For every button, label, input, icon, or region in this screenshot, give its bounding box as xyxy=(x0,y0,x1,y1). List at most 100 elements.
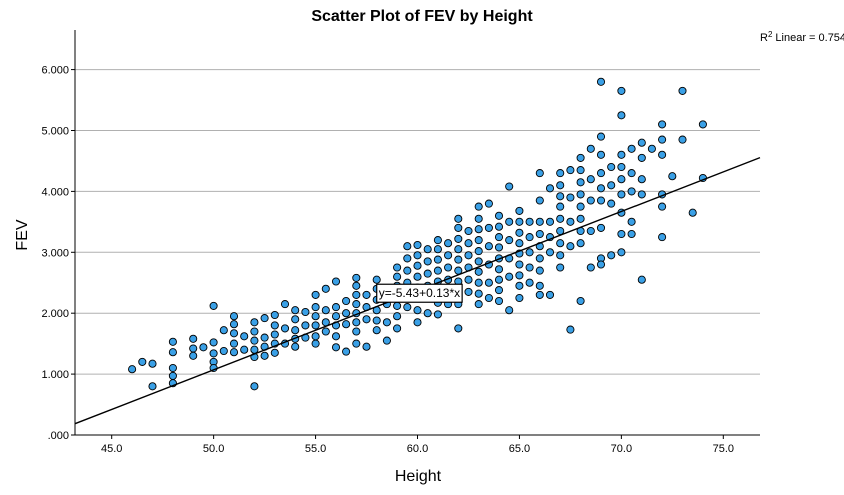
data-point xyxy=(454,223,463,232)
data-point xyxy=(566,325,575,334)
data-point xyxy=(342,296,351,306)
data-point xyxy=(403,242,412,251)
data-point xyxy=(229,312,239,321)
data-point xyxy=(596,150,606,159)
data-point xyxy=(688,208,697,217)
data-point xyxy=(556,181,565,190)
x-axis: 45.0 50.0 55.0 60.0 65.0 70.0 75.0 xyxy=(75,434,760,455)
data-point xyxy=(556,263,565,272)
data-point xyxy=(586,226,595,236)
data-point xyxy=(321,327,330,336)
x-tick-label: 65.0 xyxy=(509,443,530,455)
chart-title: Scatter Plot of FEV by Height xyxy=(311,8,533,25)
data-point xyxy=(260,351,269,360)
data-point xyxy=(525,248,534,257)
data-point xyxy=(535,281,544,290)
data-point xyxy=(413,272,422,281)
data-point xyxy=(413,261,422,270)
data-point xyxy=(647,144,656,153)
y-tick-label: .000 xyxy=(48,430,69,442)
data-point xyxy=(464,287,473,296)
data-point xyxy=(474,289,483,298)
data-point xyxy=(433,245,442,254)
data-point xyxy=(352,318,361,327)
data-point xyxy=(566,242,575,251)
data-point xyxy=(301,321,310,330)
data-point xyxy=(525,278,534,287)
data-point xyxy=(342,309,351,318)
data-point xyxy=(576,214,585,223)
data-point xyxy=(128,365,137,374)
data-point xyxy=(362,315,371,324)
data-point xyxy=(474,214,483,223)
data-point xyxy=(331,277,341,286)
data-point xyxy=(576,239,585,248)
data-point xyxy=(484,293,493,303)
data-point xyxy=(280,324,290,333)
data-point xyxy=(576,153,585,162)
data-point xyxy=(189,351,198,360)
data-point xyxy=(505,272,514,281)
y-tick-label: 6.000 xyxy=(41,65,69,77)
data-point xyxy=(250,327,259,336)
data-point xyxy=(413,240,422,250)
data-point xyxy=(576,296,585,306)
data-point xyxy=(535,254,544,263)
data-point xyxy=(291,306,300,315)
y-tick-label: 1.000 xyxy=(41,369,69,381)
data-point xyxy=(494,211,504,220)
data-point xyxy=(199,343,208,352)
equation-text: y=-5.43+0.13*x xyxy=(379,286,460,300)
data-point xyxy=(637,190,646,199)
data-point xyxy=(617,229,626,239)
data-point xyxy=(525,233,534,242)
data-point xyxy=(209,301,218,310)
y-tick-label: 5.000 xyxy=(41,125,69,137)
data-point xyxy=(505,236,514,245)
data-point xyxy=(596,196,606,205)
data-point xyxy=(535,266,544,275)
data-point xyxy=(566,217,575,226)
data-point xyxy=(586,144,595,153)
data-point xyxy=(403,266,412,275)
data-point xyxy=(556,214,565,223)
data-point xyxy=(393,312,402,321)
data-point xyxy=(637,175,646,184)
data-point xyxy=(617,150,626,159)
data-point xyxy=(413,251,422,260)
data-point xyxy=(617,248,626,257)
data-point xyxy=(301,307,310,317)
data-point xyxy=(393,324,402,333)
data-point xyxy=(270,321,279,330)
data-point xyxy=(576,166,585,175)
data-point xyxy=(464,239,473,248)
data-point xyxy=(270,348,279,357)
data-point xyxy=(454,234,463,243)
data-point xyxy=(596,77,606,86)
data-point xyxy=(525,263,534,272)
data-point xyxy=(474,257,483,266)
data-point xyxy=(627,169,636,178)
data-point xyxy=(393,263,402,272)
data-point xyxy=(291,342,300,351)
gridlines xyxy=(75,69,760,375)
data-point xyxy=(311,321,320,330)
data-point xyxy=(229,329,239,338)
data-point xyxy=(617,190,626,199)
data-point xyxy=(556,192,565,201)
data-point xyxy=(352,273,361,282)
data-point xyxy=(556,169,565,178)
data-point xyxy=(464,226,473,236)
data-point xyxy=(331,332,341,341)
data-point xyxy=(444,251,453,260)
data-point xyxy=(586,263,595,272)
data-point xyxy=(433,255,442,264)
data-point xyxy=(209,349,218,358)
data-point xyxy=(586,196,595,205)
data-point xyxy=(474,267,483,276)
data-point xyxy=(331,303,341,312)
data-point xyxy=(331,312,341,321)
data-point xyxy=(321,284,330,293)
x-tick-label: 55.0 xyxy=(305,443,326,455)
data-point xyxy=(474,278,483,287)
